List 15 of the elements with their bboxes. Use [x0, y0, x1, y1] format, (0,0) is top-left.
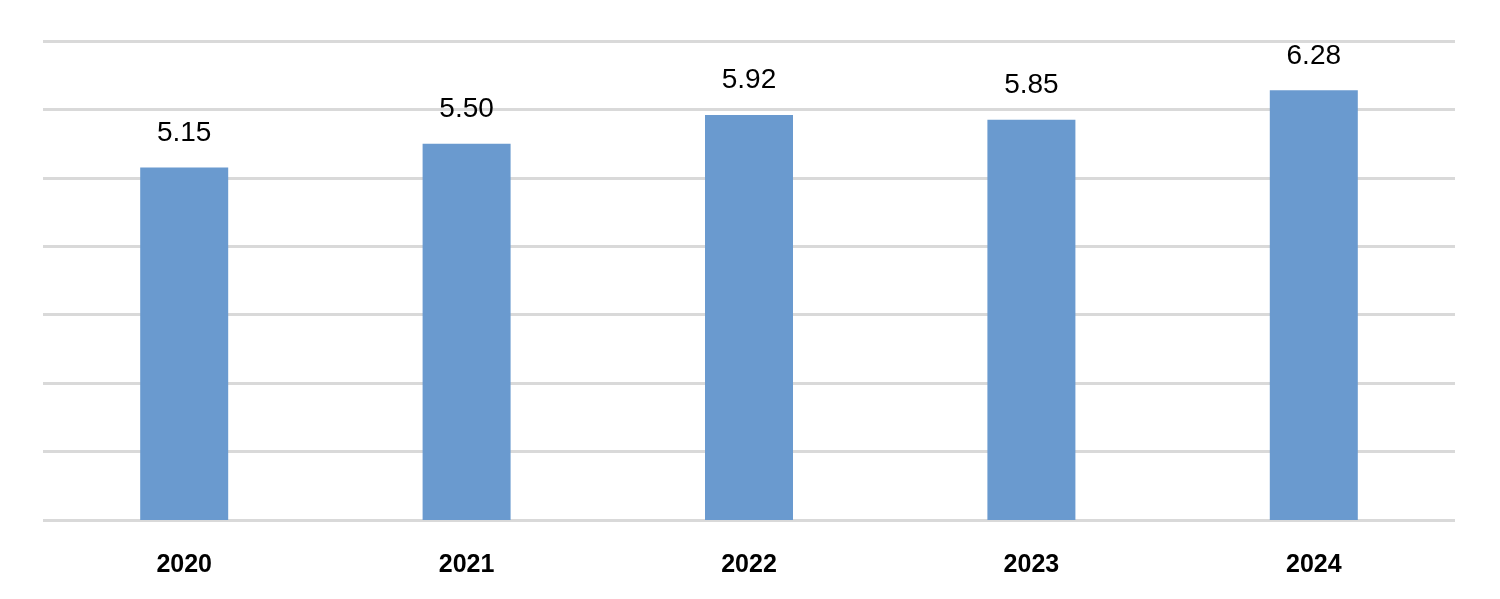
bar — [1269, 90, 1358, 520]
x-tick-label: 2021 — [438, 548, 495, 577]
x-tick-label: 2024 — [1285, 548, 1342, 577]
x-tick-label: 2022 — [721, 548, 777, 577]
bar — [140, 167, 229, 520]
bar — [422, 143, 511, 520]
data-label: 5.15 — [156, 116, 212, 148]
bar — [705, 114, 793, 520]
bar — [987, 119, 1076, 520]
data-label: 5.85 — [1004, 68, 1059, 100]
data-label: 6.28 — [1286, 38, 1342, 70]
data-label: 5.50 — [439, 92, 494, 124]
data-label: 5.92 — [721, 63, 777, 95]
x-tick-label: 2020 — [156, 548, 213, 577]
x-tick-label: 2023 — [1003, 548, 1060, 577]
